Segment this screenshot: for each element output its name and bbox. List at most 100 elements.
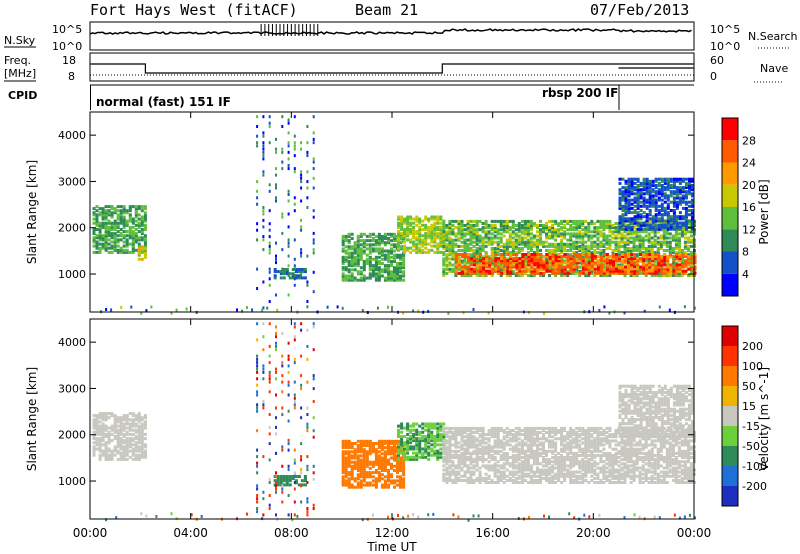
echo-cell [104,418,108,422]
noise-cell [462,311,465,315]
echo-cell [442,240,446,244]
echo-cell [633,188,637,192]
echo-cell [584,240,588,244]
noise-cell [262,141,265,145]
echo-cell [608,247,612,250]
echo-cell [116,437,120,441]
echo-cell [110,412,114,416]
echo-cell [110,414,114,418]
echo-cell [393,259,396,263]
echo-cell [350,475,354,479]
echo-cell [350,454,354,458]
echo-cell [344,257,348,261]
noise-cell [276,308,279,312]
echo-cell [627,223,631,227]
echo-cell [439,228,443,231]
noise-cell [268,209,271,213]
echo-cell [481,437,485,441]
echo-cell [678,188,682,192]
echo-cell [602,263,606,267]
echo-cell [424,441,428,445]
echo-cell [635,234,639,238]
echo-cell [478,234,482,238]
noise-cell [281,167,284,171]
echo-cell [288,479,292,483]
echo-cell [125,437,129,441]
echo-cell [485,263,489,267]
echo-cell [479,253,483,256]
echo-cell [484,476,488,480]
echo-cell [690,257,694,261]
echo-cell [493,236,497,240]
echo-cell [605,234,609,238]
echo-cell [569,261,573,265]
echo-cell [368,251,372,255]
echo-cell [131,447,135,451]
echo-cell [282,270,286,274]
echo-cell [368,266,372,270]
echo-cell [98,236,102,240]
echo-cell [521,255,525,259]
echo-cell [402,485,406,489]
echo-cell [536,234,539,238]
echo-cell [638,236,642,240]
echo-cell [511,236,515,240]
echo-cell [681,253,685,256]
echo-cell [365,460,369,464]
echo-cell [104,451,108,455]
echo-cell [347,270,351,274]
echo-cell [493,224,497,227]
echo-cell [291,272,295,276]
echo-cell [137,238,141,242]
echo-cell [569,226,573,230]
echo-cell [402,257,406,261]
velocity-heatmap [92,322,696,522]
echo-cell [478,261,482,265]
echo-cell [98,424,102,428]
echo-cell [678,257,682,261]
echo-cell [448,249,452,252]
echo-cell [529,238,533,242]
echo-cell [584,228,588,232]
echo-cell [587,234,591,238]
echo-cell [137,437,141,441]
echo-cell [653,240,657,244]
echo-cell [626,238,630,242]
echo-cell [487,230,491,234]
echo-cell [403,426,407,430]
noise-cell [293,209,296,213]
echo-cell [575,255,579,259]
echo-cell [530,259,534,263]
echo-cell [98,248,102,252]
echo-cell [409,221,413,225]
echo-cell [536,271,540,275]
noise-cell [268,300,271,303]
noise-cell [306,254,309,258]
noise-cell [105,308,108,311]
echo-cell [101,435,105,438]
echo-cell [427,430,431,434]
echo-cell [627,204,631,208]
echo-cell [569,249,573,252]
echo-cell [490,464,494,468]
echo-cell [134,435,138,438]
echo-cell [134,228,138,231]
echo-cell [563,247,567,250]
echo-cell [285,479,289,483]
echo-cell [101,207,105,211]
echo-cell [514,234,518,238]
echo-cell [653,274,657,277]
echo-cell [454,443,458,447]
echo-cell [475,257,479,261]
echo-cell [140,428,144,432]
echo-cell [451,443,455,447]
echo-cell [642,188,646,192]
noise-cell [256,228,259,232]
echo-cell [406,441,410,445]
echo-cell [282,475,286,478]
echo-cell [654,192,658,196]
echo-cell [674,236,678,240]
echo-cell [481,456,485,459]
echo-cell [624,202,628,206]
echo-cell [104,441,108,445]
